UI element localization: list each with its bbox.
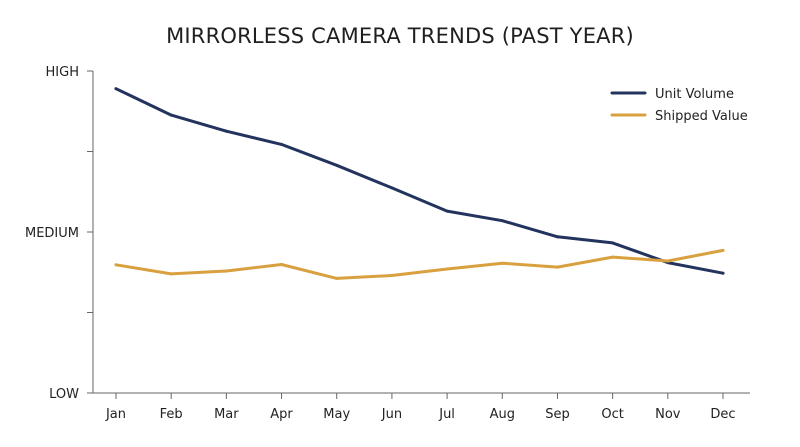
y-tick-label-low: LOW <box>49 387 79 402</box>
chart-legend: Unit Volume Shipped Value <box>610 87 748 124</box>
data-point-unit-volume-dec <box>721 271 725 275</box>
data-point-shipped-value-may <box>335 276 339 280</box>
data-point-unit-volume-may <box>335 163 339 167</box>
x-tick-label-nov: Nov <box>655 407 681 422</box>
data-point-shipped-value-aug <box>500 261 504 265</box>
series-line-shipped-value <box>114 248 725 280</box>
data-point-unit-volume-jan <box>114 87 118 91</box>
x-tick-label-may: May <box>323 407 350 422</box>
data-point-shipped-value-feb <box>169 272 173 276</box>
legend-item-shipped-value: Shipped Value <box>610 109 748 124</box>
x-tick-label-mar: Mar <box>214 407 239 422</box>
y-axis-ticks: HIGH MEDIUM LOW <box>25 65 93 402</box>
legend-label-unit-volume: Unit Volume <box>655 87 734 102</box>
data-point-shipped-value-sep <box>555 265 559 269</box>
y-tick-label-medium: MEDIUM <box>25 226 79 241</box>
data-point-shipped-value-jan <box>114 263 118 267</box>
y-tick-label-high: HIGH <box>46 65 79 80</box>
series-layer <box>114 87 725 280</box>
data-point-shipped-value-jun <box>390 273 394 277</box>
series-shipped-value <box>114 248 725 280</box>
data-point-unit-volume-aug <box>500 219 504 223</box>
data-point-unit-volume-oct <box>611 241 615 245</box>
x-tick-label-jul: Jul <box>438 407 455 422</box>
x-tick-label-jun: Jun <box>381 407 402 422</box>
x-tick-label-feb: Feb <box>160 407 183 422</box>
chart-axes <box>92 71 750 394</box>
chart-title: MIRRORLESS CAMERA TRENDS (PAST YEAR) <box>166 24 634 48</box>
data-point-shipped-value-oct <box>611 255 615 259</box>
x-tick-label-jan: Jan <box>105 407 126 422</box>
data-point-unit-volume-apr <box>280 142 284 146</box>
data-point-shipped-value-nov <box>666 259 670 263</box>
x-tick-label-sep: Sep <box>545 407 570 422</box>
x-axis-ticks: Jan Feb Mar Apr May Jun Jul Aug Sep Oct Nov Dec <box>105 393 736 422</box>
data-point-shipped-value-apr <box>280 263 284 267</box>
x-tick-label-oct: Oct <box>601 407 623 422</box>
data-point-unit-volume-jul <box>445 209 449 213</box>
data-point-shipped-value-jul <box>445 267 449 271</box>
x-tick-label-aug: Aug <box>490 407 515 422</box>
data-point-unit-volume-sep <box>555 235 559 239</box>
x-tick-label-dec: Dec <box>710 407 735 422</box>
data-point-unit-volume-feb <box>169 113 173 117</box>
legend-label-shipped-value: Shipped Value <box>655 109 748 124</box>
data-point-shipped-value-mar <box>224 269 228 273</box>
series-unit-volume <box>114 87 725 275</box>
series-line-unit-volume <box>114 87 725 275</box>
data-point-shipped-value-dec <box>721 248 725 252</box>
data-point-unit-volume-mar <box>224 129 228 133</box>
data-point-unit-volume-jun <box>390 186 394 190</box>
x-tick-label-apr: Apr <box>270 407 293 422</box>
legend-item-unit-volume: Unit Volume <box>610 87 734 102</box>
